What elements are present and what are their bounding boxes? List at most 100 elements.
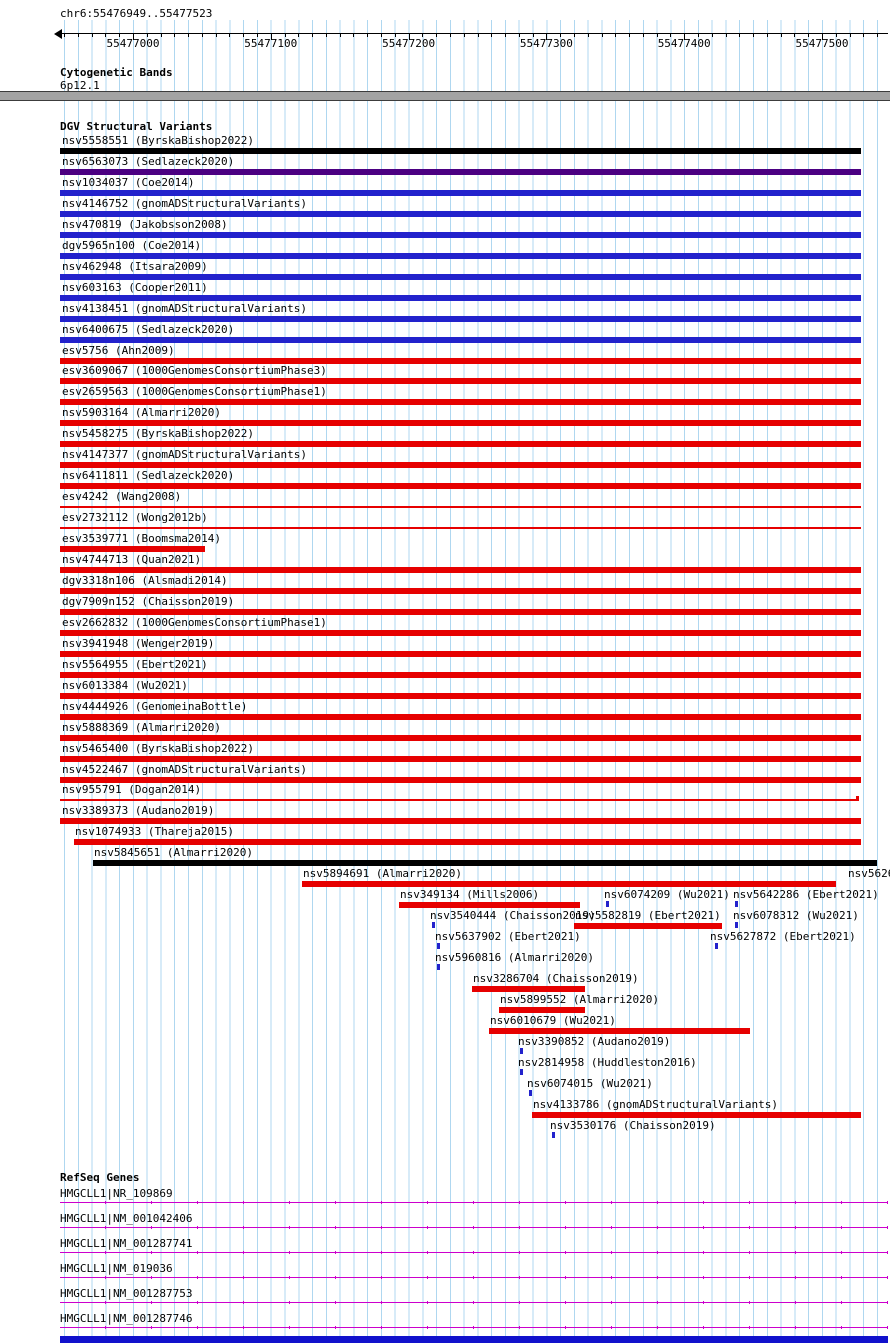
variant-bar[interactable] <box>60 441 861 448</box>
variant-bar[interactable] <box>60 252 861 259</box>
variant-label[interactable]: nsv4744713 (Quan2021) <box>62 553 202 566</box>
variant-label[interactable]: nsv603163 (Cooper2011) <box>62 280 208 294</box>
variant-bar[interactable] <box>60 755 861 762</box>
variant-label[interactable]: nsv5627872 (Ebert2021) <box>710 930 856 944</box>
variant-bar[interactable] <box>552 1131 555 1138</box>
variant-label[interactable]: esv5756 (Ahn2009) <box>62 343 175 357</box>
variant-label[interactable]: nsv6078312 (Wu2021) <box>733 909 859 923</box>
gene-label[interactable]: HMGCLL1|NM_001287753 <box>60 1287 193 1300</box>
variant-bar[interactable] <box>529 1089 532 1096</box>
variant-bar[interactable] <box>735 901 738 908</box>
gene-structure-line[interactable] <box>60 1226 888 1229</box>
variant-label[interactable]: nsv470819 (Jakobsson2008) <box>62 217 228 231</box>
variant-label[interactable]: nsv5458275 (ByrskaBishop2022) <box>62 427 255 441</box>
gene-label[interactable]: HMGCLL1|NM_001287746 <box>60 1312 193 1325</box>
variant-bar[interactable] <box>60 378 861 385</box>
variant-label[interactable]: nsv462948 (Itsara2009) <box>62 259 208 273</box>
variant-bar[interactable] <box>437 943 440 950</box>
variant-bar[interactable] <box>60 629 861 636</box>
variant-label[interactable]: nsv4522467 (gnomADStructuralVariants) <box>62 762 308 776</box>
variant-label[interactable]: nsv6013384 (Wu2021) <box>62 678 188 692</box>
variant-label[interactable]: nsv6411811 (Sedlazeck2020) <box>62 469 235 483</box>
variant-bar[interactable] <box>60 273 861 280</box>
variant-label[interactable]: nsv5960816 (Almarri2020) <box>435 951 594 965</box>
variant-bar[interactable] <box>856 796 859 802</box>
gene-structure-line[interactable] <box>60 1201 888 1204</box>
variant-label[interactable]: nsv4146752 (gnomADStructuralVariants) <box>62 196 308 210</box>
variant-label[interactable]: nsv4444926 (GenomeinaBottle) <box>62 699 248 713</box>
variant-label[interactable]: nsv5582819 (Ebert2021) <box>575 909 721 923</box>
variant-bar[interactable] <box>60 315 861 322</box>
variant-bar[interactable] <box>520 1068 523 1075</box>
variant-bar[interactable] <box>60 671 861 678</box>
variant-label[interactable]: nsv3286704 (Chaisson2019) <box>473 972 639 985</box>
variant-label[interactable]: dgv7909n152 (Chaisson2019) <box>62 594 235 608</box>
variant-bar[interactable] <box>60 399 861 406</box>
variant-bar[interactable] <box>60 608 861 615</box>
gene-structure-line[interactable] <box>60 1276 888 1279</box>
variant-label[interactable]: nsv1074933 (Thareja2015) <box>75 825 234 839</box>
variant-label[interactable]: nsv955791 (Dogan2014) <box>62 783 202 797</box>
variant-bar[interactable] <box>606 901 609 908</box>
variant-bar[interactable] <box>60 799 858 802</box>
variant-bar[interactable] <box>60 168 861 175</box>
variant-label[interactable]: nsv6563073 (Sedlazeck2020) <box>62 154 235 168</box>
variant-label[interactable]: esv3609067 (1000GenomesConsortiumPhase3) <box>62 364 327 378</box>
variant-bar[interactable] <box>472 986 585 992</box>
variant-label[interactable]: nsv3389373 (Audano2019) <box>62 804 215 818</box>
variant-bar[interactable] <box>60 776 861 783</box>
gene-label[interactable]: HMGCLL1|NR_109869 <box>60 1187 173 1200</box>
variant-label[interactable]: nsv3941948 (Wenger2019) <box>62 636 215 650</box>
variant-bar[interactable] <box>60 357 861 364</box>
variant-label[interactable]: nsv4133786 (gnomADStructuralVariants) <box>533 1097 779 1111</box>
variant-label[interactable]: nsv5564955 (Ebert2021) <box>62 657 208 671</box>
gene-structure-line[interactable] <box>60 1301 888 1304</box>
variant-bar[interactable] <box>520 1047 523 1054</box>
gene-label[interactable]: HMGCLL1|NM_001042406 <box>60 1212 193 1225</box>
variant-bar[interactable] <box>489 1027 750 1034</box>
variant-bar[interactable] <box>60 231 861 238</box>
variant-bar[interactable] <box>532 1111 861 1118</box>
variant-bar[interactable] <box>74 839 861 846</box>
variant-bar[interactable] <box>60 818 861 825</box>
variant-bar[interactable] <box>60 336 861 343</box>
variant-label[interactable]: esv2732112 (Wong2012b) <box>62 511 208 525</box>
variant-label[interactable]: nsv5899552 (Almarri2020) <box>500 992 659 1006</box>
variant-label[interactable]: nsv5888369 (Almarri2020) <box>62 720 221 734</box>
variant-label[interactable]: nsv5903164 (Almarri2020) <box>62 406 221 420</box>
variant-bar[interactable] <box>60 587 861 594</box>
scroll-left-arrow-icon[interactable] <box>54 29 62 39</box>
variant-label[interactable]: nsv3530176 (Chaisson2019) <box>550 1118 716 1132</box>
variant-bar[interactable] <box>499 1006 585 1013</box>
variant-label[interactable]: nsv5558551 (ByrskaBishop2022) <box>62 134 255 147</box>
variant-bar[interactable] <box>93 860 877 867</box>
variant-bar[interactable] <box>60 650 861 657</box>
variant-bar[interactable] <box>715 943 718 950</box>
variant-bar[interactable] <box>399 902 580 909</box>
variant-label[interactable]: nsv2814958 (Huddleston2016) <box>518 1055 697 1069</box>
variant-bar[interactable] <box>60 713 861 720</box>
variant-bar[interactable] <box>432 922 435 929</box>
variant-label[interactable]: dgv3318n106 (Alsmadi2014) <box>62 573 228 587</box>
variant-bar[interactable] <box>60 210 861 217</box>
variant-bar[interactable] <box>60 462 861 469</box>
variant-bar[interactable] <box>60 294 861 301</box>
variant-label[interactable]: nsv5894691 (Almarri2020) <box>303 867 462 881</box>
variant-label[interactable]: nsv6010679 (Wu2021) <box>490 1013 616 1027</box>
variant-label[interactable]: esv2659563 (1000GenomesConsortiumPhase1) <box>62 385 327 399</box>
variant-label[interactable]: nsv3540444 (Chaisson2019) <box>430 909 596 923</box>
variant-bar[interactable] <box>60 734 861 741</box>
variant-label[interactable]: nsv349134 (Mills2006) <box>400 888 540 902</box>
bottom-track-bar[interactable] <box>60 1336 888 1343</box>
variant-bar[interactable] <box>60 420 861 427</box>
variant-label[interactable]: nsv5637902 (Ebert2021) <box>435 930 581 944</box>
gene-label[interactable]: HMGCLL1|NM_001287741 <box>60 1237 193 1250</box>
variant-bar[interactable] <box>60 546 205 553</box>
variant-bar[interactable] <box>60 189 861 196</box>
variant-bar[interactable] <box>60 567 861 573</box>
variant-label[interactable]: nsv5845651 (Almarri2020) <box>94 846 253 860</box>
variant-label[interactable]: nsv3390852 (Audano2019) <box>518 1034 671 1048</box>
gene-structure-line[interactable] <box>60 1326 888 1329</box>
variant-label[interactable]: nsv6074015 (Wu2021) <box>527 1076 653 1090</box>
variant-label[interactable]: nsv5465400 (ByrskaBishop2022) <box>62 741 255 755</box>
